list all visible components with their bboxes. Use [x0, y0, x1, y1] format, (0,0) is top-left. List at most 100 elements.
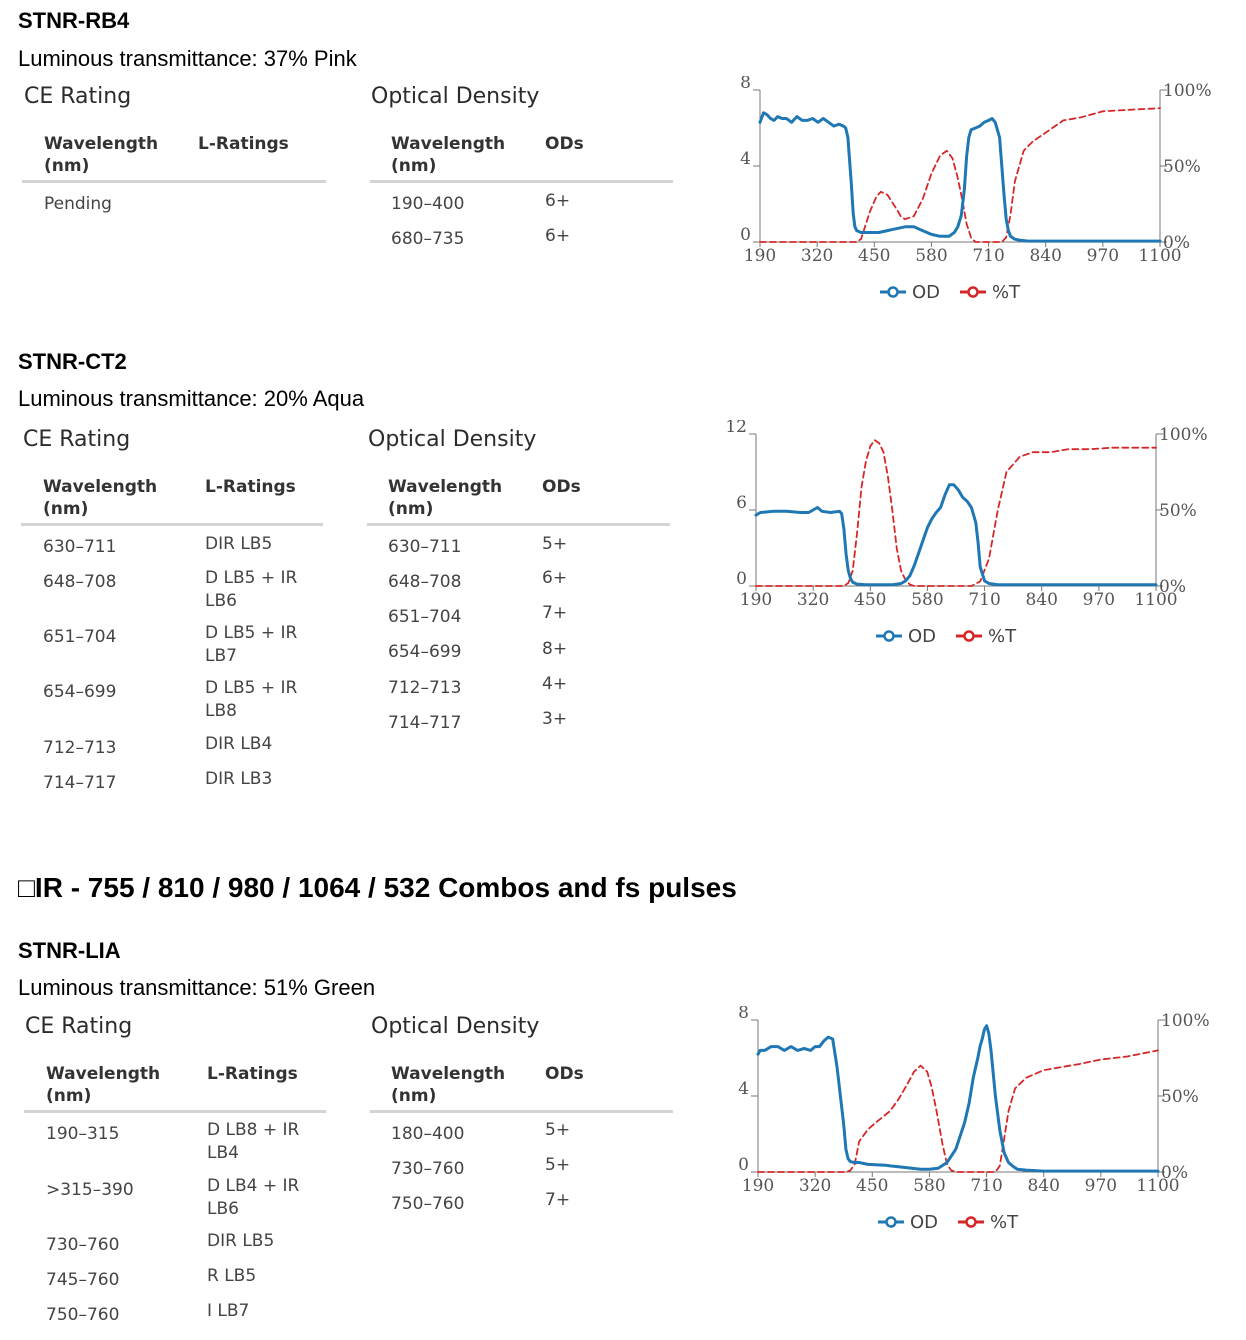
table-divider	[370, 1110, 673, 1113]
table-cell: R LB5	[207, 1266, 257, 1286]
y-left-tick-label: 0	[740, 225, 751, 245]
table-cell: 180–400	[391, 1124, 465, 1144]
column-header-wavelength: Wavelength (nm)	[43, 477, 158, 519]
table-cell: 5+	[545, 1155, 571, 1175]
table-cell: 4+	[542, 674, 568, 694]
x-tick-label: 1100	[1136, 1176, 1179, 1196]
ce-rating-heading: CE Rating	[25, 1014, 133, 1039]
table-cell: 730–760	[46, 1235, 120, 1255]
table-cell: 5+	[542, 534, 568, 554]
column-header-wavelength: Wavelength (nm)	[391, 134, 506, 176]
x-tick-label: 580	[915, 246, 947, 266]
x-tick-label: 320	[799, 1176, 831, 1196]
x-tick-label: 840	[1025, 590, 1057, 610]
legend-marker	[883, 630, 895, 642]
x-tick-label: 840	[1029, 246, 1061, 266]
y-left-tick-label: 8	[738, 1006, 749, 1023]
legend-marker	[967, 286, 979, 298]
ce-rating-heading: CE Rating	[23, 427, 131, 452]
table-cell: 630–711	[43, 537, 117, 557]
y-right-tick-label: 50%	[1159, 501, 1197, 521]
table-divider	[22, 180, 326, 183]
column-header-l-ratings: L-Ratings	[207, 1064, 298, 1084]
column-header-ods: ODs	[545, 134, 584, 154]
legend-marker	[963, 630, 975, 642]
y-right-tick-label: 0%	[1163, 233, 1190, 253]
luminous-transmittance: Luminous transmittance: 51% Green	[18, 975, 376, 1000]
x-tick-label: 320	[797, 590, 829, 610]
table-cell: 6+	[542, 568, 568, 588]
table-cell: 712–713	[388, 678, 462, 698]
optical-density-heading: Optical Density	[368, 427, 537, 452]
od-transmittance-chart: 0 6 12 0% 50% 100% 190 320 450 580 710 840 970 1100 OD…	[725, 420, 1208, 647]
legend-label: OD	[910, 1212, 938, 1233]
table-cell: 714–717	[43, 773, 117, 793]
x-tick-label: 450	[856, 1176, 888, 1196]
column-header-wavelength: Wavelength (nm)	[46, 1064, 161, 1106]
table-cell: D LB8 + IR LB4	[207, 1120, 300, 1163]
table-cell: 190–315	[46, 1124, 120, 1144]
product-name: STNR-RB4	[18, 8, 130, 33]
series-line-od	[754, 483, 1158, 587]
column-header-l-ratings: L-Ratings	[205, 477, 296, 497]
y-right-tick-label: 100%	[1159, 425, 1208, 445]
table-cell: 654–699	[43, 682, 117, 702]
column-header-wavelength: Wavelength (nm)	[44, 134, 159, 176]
x-tick-label: 710	[972, 246, 1004, 266]
table-cell: 651–704	[388, 607, 462, 627]
table-cell: DIR LB3	[205, 769, 273, 789]
y-right-tick-label: 100%	[1161, 1011, 1210, 1031]
table-cell: DIR LB4	[205, 734, 273, 754]
od-transmittance-chart: 0 4 8 0% 50% 100% 190 320 450 580 710 840 970 1100 OD%…	[740, 76, 1212, 303]
y-left-tick-label: 8	[740, 76, 751, 93]
x-tick-label: 1100	[1134, 590, 1177, 610]
legend-label: OD	[908, 626, 936, 647]
product-name: STNR-CT2	[18, 349, 127, 374]
table-cell: 714–717	[388, 713, 462, 733]
section-heading: □IR - 755 / 810 / 980 / 1064 / 532 Combo…	[18, 872, 737, 903]
table-cell: 7+	[545, 1190, 571, 1210]
table-cell: D LB4 + IR LB6	[207, 1176, 300, 1219]
table-cell: 5+	[545, 1120, 571, 1140]
column-header-ods: ODs	[542, 477, 581, 497]
luminous-transmittance: Luminous transmittance: 20% Aqua	[18, 386, 365, 411]
od-transmittance-chart: 0 4 8 0% 50% 100% 190 320 450 580 710 840 970 1100 OD%…	[738, 1006, 1210, 1233]
column-header-l-ratings: L-Ratings	[198, 134, 289, 154]
y-left-tick-label: 4	[740, 149, 751, 169]
optical-density-heading: Optical Density	[371, 84, 540, 109]
table-cell: 630–711	[388, 537, 462, 557]
x-tick-label: 970	[1083, 590, 1115, 610]
y-left-tick-label: 0	[736, 569, 747, 589]
x-tick-label: 450	[858, 246, 890, 266]
legend-label: OD	[912, 282, 940, 303]
series-line-transmittance	[755, 439, 1157, 587]
table-cell: 651–704	[43, 627, 117, 647]
x-tick-label: 710	[968, 590, 1000, 610]
x-tick-label: 580	[911, 590, 943, 610]
optical-density-heading: Optical Density	[371, 1014, 540, 1039]
table-cell: 750–760	[391, 1194, 465, 1214]
table-cell: 3+	[542, 709, 568, 729]
series-line-transmittance	[757, 1049, 1159, 1173]
y-right-tick-label: 50%	[1163, 157, 1201, 177]
column-header-ods: ODs	[545, 1064, 584, 1084]
ce-rating-heading: CE Rating	[24, 84, 132, 109]
table-cell: 190–400	[391, 194, 465, 214]
x-tick-label: 450	[854, 590, 886, 610]
column-header-wavelength: Wavelength (nm)	[391, 1064, 506, 1106]
table-cell: 745–760	[46, 1270, 120, 1290]
y-right-tick-label: 100%	[1163, 81, 1212, 101]
table-cell: 8+	[542, 639, 568, 659]
x-tick-label: 190	[740, 590, 772, 610]
y-left-tick-label: 0	[738, 1155, 749, 1175]
x-tick-label: 970	[1087, 246, 1119, 266]
table-cell: 712–713	[43, 738, 117, 758]
table-cell: D LB5 + IR LB7	[205, 623, 298, 666]
table-cell: Pending	[44, 194, 112, 214]
table-divider	[370, 180, 673, 183]
column-header-wavelength: Wavelength (nm)	[388, 477, 503, 519]
y-left-tick-label: 6	[736, 493, 747, 513]
x-tick-label: 320	[801, 246, 833, 266]
x-tick-label: 1100	[1138, 246, 1181, 266]
table-cell: 654–699	[388, 642, 462, 662]
